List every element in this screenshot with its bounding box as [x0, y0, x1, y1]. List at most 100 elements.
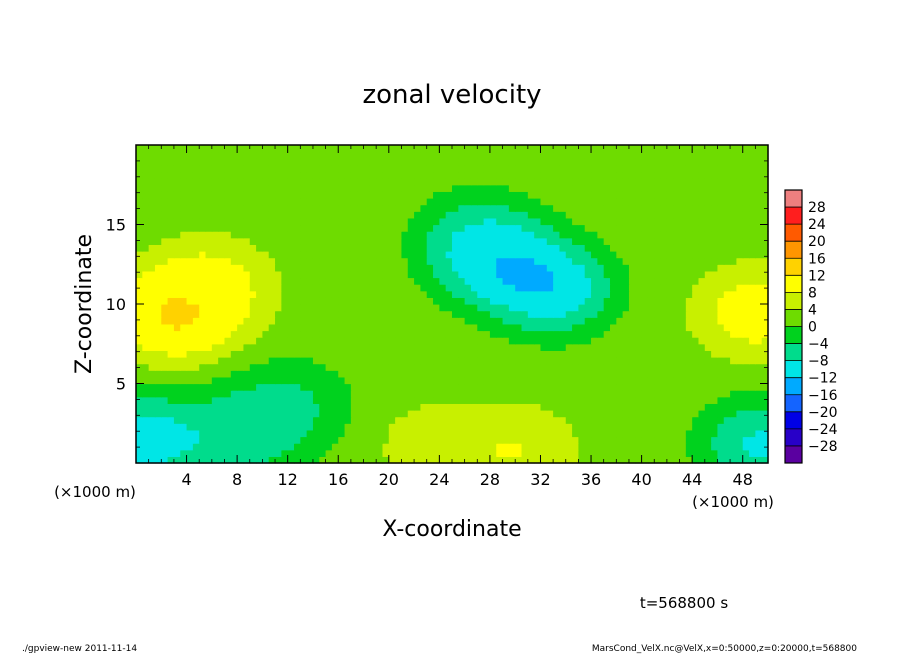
- field-cell: [597, 323, 605, 332]
- field-cell: [420, 284, 428, 292]
- field-cell: [192, 370, 200, 378]
- field-cell: [275, 423, 282, 431]
- field-cell: [344, 363, 352, 371]
- field-cell: [496, 396, 504, 404]
- field-cell: [742, 410, 750, 418]
- field-cell: [553, 310, 561, 318]
- field-cell: [281, 264, 289, 272]
- field-cell: [167, 383, 175, 391]
- field-cell: [761, 429, 769, 438]
- field-cell: [199, 191, 207, 199]
- field-cell: [249, 383, 257, 391]
- field-cell: [521, 317, 529, 325]
- field-cell: [167, 237, 175, 245]
- field-cell: [679, 264, 687, 272]
- field-cell: [647, 257, 655, 265]
- field-cell: [470, 231, 478, 239]
- field-cell: [616, 304, 624, 312]
- field-cell: [489, 390, 497, 398]
- field-cell: [540, 277, 548, 285]
- field-cell: [730, 310, 737, 318]
- field-cell: [628, 337, 636, 345]
- field-cell: [350, 151, 358, 159]
- field-cell: [256, 251, 263, 259]
- field-cell: [578, 443, 586, 451]
- field-cell: [565, 290, 573, 298]
- field-cell: [635, 390, 643, 398]
- field-cell: [508, 330, 516, 338]
- field-cell: [647, 304, 655, 312]
- field-cell: [369, 383, 377, 391]
- field-cell: [211, 396, 219, 404]
- field-cell: [376, 198, 384, 206]
- field-cell: [256, 264, 263, 272]
- field-cell: [534, 337, 542, 345]
- field-cell: [388, 363, 396, 371]
- field-cell: [654, 376, 662, 385]
- field-cell: [515, 211, 523, 219]
- field-cell: [407, 284, 415, 292]
- field-cell: [515, 357, 523, 365]
- field-cell: [218, 370, 226, 378]
- field-cell: [237, 251, 245, 259]
- field-cell: [154, 376, 162, 385]
- field-cell: [167, 403, 175, 411]
- field-cell: [755, 383, 763, 391]
- field-cell: [572, 317, 579, 325]
- field-cell: [325, 383, 333, 391]
- field-cell: [249, 198, 257, 206]
- field-cell: [312, 244, 320, 252]
- field-cell: [698, 158, 706, 166]
- field-cell: [704, 211, 712, 219]
- field-cell: [350, 270, 358, 279]
- field-cell: [584, 376, 592, 385]
- field-cell: [433, 290, 440, 298]
- field-cell: [211, 436, 219, 444]
- field-cell: [312, 184, 320, 192]
- field-cell: [433, 224, 440, 232]
- field-cell: [508, 244, 516, 252]
- field-cell: [591, 343, 598, 351]
- field-cell: [458, 310, 466, 318]
- field-cell: [603, 251, 611, 259]
- field-cell: [414, 178, 421, 186]
- field-cell: [237, 224, 245, 232]
- field-cell: [344, 297, 352, 305]
- field-cell: [521, 231, 529, 239]
- field-cell: [730, 383, 737, 391]
- field-cell: [312, 390, 320, 398]
- field-cell: [211, 178, 219, 186]
- field-cell: [414, 224, 421, 232]
- field-cell: [161, 171, 169, 179]
- field-cell: [249, 231, 257, 239]
- field-cell: [306, 237, 314, 245]
- field-cell: [723, 277, 731, 285]
- field-cell: [502, 237, 510, 245]
- field-cell: [761, 198, 769, 206]
- field-cell: [603, 244, 611, 252]
- field-cell: [199, 217, 207, 226]
- field-cell: [730, 158, 737, 166]
- field-cell: [275, 178, 282, 186]
- field-cell: [306, 343, 314, 351]
- field-cell: [439, 330, 447, 338]
- field-cell: [641, 403, 649, 411]
- field-cell: [622, 257, 630, 265]
- field-cell: [489, 350, 497, 358]
- field-cell: [167, 145, 175, 153]
- field-cell: [192, 390, 200, 398]
- field-cell: [761, 456, 769, 464]
- field-cell: [711, 211, 719, 219]
- field-cell: [395, 350, 403, 358]
- field-cell: [635, 264, 643, 272]
- field-cell: [312, 164, 320, 173]
- field-cell: [306, 436, 314, 444]
- field-cell: [692, 184, 700, 192]
- field-cell: [521, 198, 529, 206]
- field-cell: [666, 270, 674, 279]
- field-cell: [357, 198, 365, 206]
- field-cell: [224, 184, 232, 192]
- field-cell: [742, 277, 750, 285]
- field-cell: [666, 357, 674, 365]
- field-cell: [357, 317, 365, 325]
